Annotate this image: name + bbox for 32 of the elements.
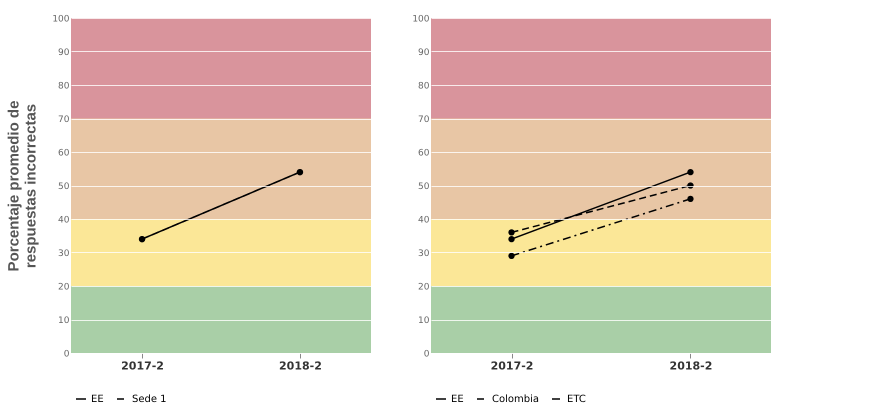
y-tick-label: 30 — [58, 249, 70, 259]
y-tick-label: 0 — [424, 350, 430, 360]
y-tick-label: 90 — [58, 48, 70, 58]
y-tick-label: 40 — [418, 216, 430, 226]
y-tick-label: 0 — [64, 350, 70, 360]
y-tick-label: 50 — [418, 182, 430, 192]
y-tick-label: 100 — [412, 14, 430, 24]
y-tick-label: 80 — [418, 82, 430, 92]
y-tick-label: 70 — [58, 115, 70, 125]
y-tick-label: 10 — [58, 316, 70, 326]
y-tick-label: 80 — [58, 82, 70, 92]
y-tick-label: 20 — [58, 282, 70, 292]
legend-label: EE — [91, 394, 104, 405]
y-tick-label: 50 — [58, 182, 70, 192]
y-tick-label: 60 — [58, 148, 70, 158]
y-tick-label: 10 — [418, 316, 430, 326]
y-tick-label: 90 — [418, 48, 430, 58]
y-tick-label: 30 — [418, 249, 430, 259]
x-tick-label: 2018-2 — [670, 360, 712, 372]
y-tick-label: 20 — [418, 282, 430, 292]
x-tick-label: 2017-2 — [490, 360, 534, 372]
y-tick-label: 40 — [58, 216, 70, 226]
x-tick-label: 2018-2 — [279, 360, 322, 372]
legend-label: ETC — [567, 394, 586, 405]
legend-label: Colombia — [492, 394, 539, 405]
legend-label: Sede 1 — [132, 394, 167, 405]
y-tick-label: 60 — [418, 148, 430, 158]
y-axis-title: Porcentaje promedio de respuestas incorrectas — [5, 100, 40, 272]
y-tick-label: 100 — [52, 14, 70, 24]
legend-label: EE — [451, 394, 464, 405]
x-tick-label: 2017-2 — [121, 360, 164, 372]
y-tick-label: 70 — [418, 115, 430, 125]
